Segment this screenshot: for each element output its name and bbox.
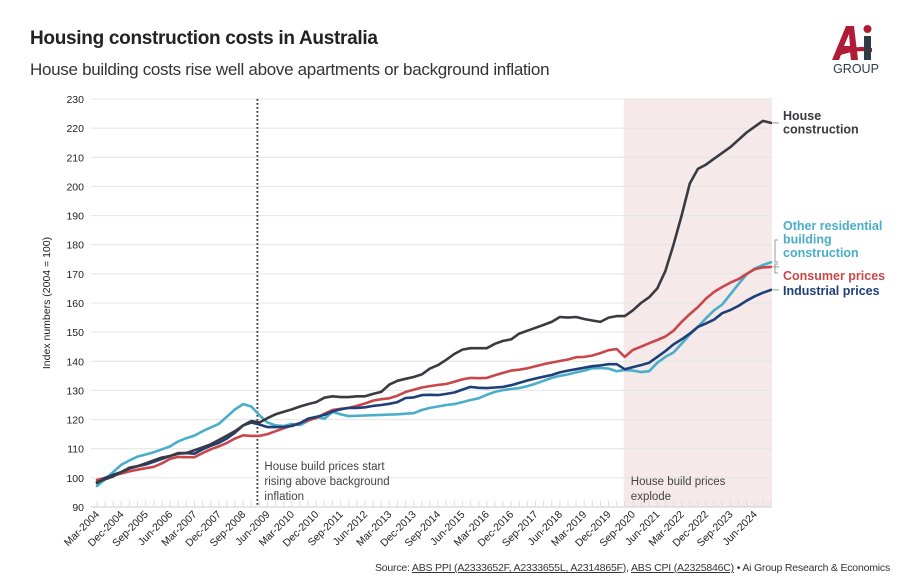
series-label: House xyxy=(783,109,821,123)
svg-text:GROUP: GROUP xyxy=(833,62,879,76)
series-label: Other residential xyxy=(783,219,882,233)
y-axis-label: Index numbers (2004 = 100) xyxy=(41,237,53,369)
annotation-text: House build prices xyxy=(631,476,726,488)
label-bracket xyxy=(774,239,778,263)
y-tick-label: 140 xyxy=(66,356,84,368)
source-link-abs-ppi[interactable]: ABS PPI (A2333652F, A2333655L, A2314865F… xyxy=(411,562,627,574)
source-sep: , xyxy=(626,562,631,574)
y-tick-label: 120 xyxy=(66,415,84,427)
series-line-other-residential-building-construction xyxy=(95,260,773,488)
y-tick-label: 130 xyxy=(66,385,84,397)
series-line-house-construction xyxy=(95,119,773,484)
source-note: Source: ABS PPI (A2333652F, A2333655L, A… xyxy=(375,562,890,574)
series-label: Consumer prices xyxy=(783,269,885,283)
y-tick-label: 150 xyxy=(66,327,84,339)
y-tick-label: 230 xyxy=(66,94,84,106)
annotation-text: House build prices start xyxy=(264,461,385,473)
source-suffix: • Ai Group Research & Economics xyxy=(733,562,891,574)
label-bracket xyxy=(774,263,778,274)
y-tick-label: 200 xyxy=(66,181,84,193)
series-label: Industrial prices xyxy=(783,284,880,298)
series-label: construction xyxy=(783,123,859,137)
y-tick-label: 100 xyxy=(66,473,84,485)
ai-group-logo: GROUP xyxy=(832,25,879,76)
y-tick-label: 180 xyxy=(66,240,84,252)
annotation-text: rising above background xyxy=(264,476,389,488)
chart-subtitle: House building costs rise well above apa… xyxy=(30,60,550,79)
source-link-abs-cpi[interactable]: ABS CPI (A2325846C) xyxy=(630,562,734,574)
source-prefix: Source: xyxy=(374,562,412,574)
annotation-text: explode xyxy=(631,491,671,503)
series-label: building xyxy=(783,233,832,247)
chart-title: Housing construction costs in Australia xyxy=(30,28,378,49)
series-line-industrial-prices xyxy=(95,288,773,485)
y-tick-label: 170 xyxy=(66,269,84,281)
y-tick-label: 160 xyxy=(66,298,84,310)
series-line-consumer-prices xyxy=(95,265,773,482)
y-tick-label: 190 xyxy=(66,211,84,223)
series-label: construction xyxy=(783,246,859,260)
y-tick-label: 110 xyxy=(67,444,84,456)
y-tick-label: 90 xyxy=(72,502,84,514)
y-tick-label: 210 xyxy=(66,152,84,164)
y-tick-label: 220 xyxy=(66,123,84,135)
annotation-text: inflation xyxy=(264,491,304,503)
